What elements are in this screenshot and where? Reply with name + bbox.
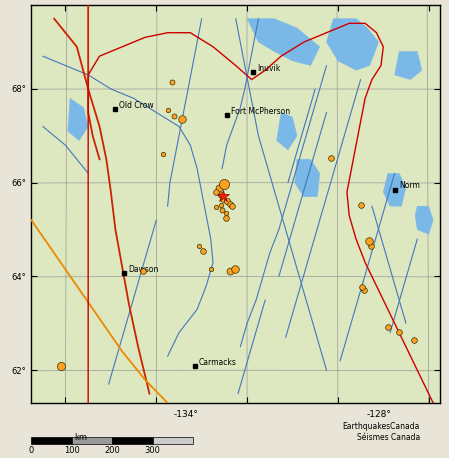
Polygon shape — [68, 98, 88, 141]
Text: Fort McPherson: Fort McPherson — [231, 107, 291, 116]
Polygon shape — [295, 159, 320, 197]
Polygon shape — [415, 206, 433, 234]
Text: 0: 0 — [29, 446, 34, 455]
Text: 300: 300 — [145, 446, 161, 455]
Bar — [31, 437, 72, 444]
Polygon shape — [395, 51, 422, 80]
Bar — [112, 437, 153, 444]
Polygon shape — [247, 19, 320, 65]
Text: -134°: -134° — [174, 410, 199, 419]
Text: Séismes Canada: Séismes Canada — [357, 433, 420, 442]
Text: 200: 200 — [104, 446, 120, 455]
Bar — [72, 437, 112, 444]
Polygon shape — [326, 19, 379, 70]
Text: Dawson: Dawson — [128, 265, 158, 274]
Text: Carmacks: Carmacks — [199, 358, 237, 367]
Polygon shape — [383, 173, 406, 206]
Text: Inuvik: Inuvik — [258, 64, 281, 73]
Bar — [153, 437, 193, 444]
Text: Old Crow: Old Crow — [119, 101, 154, 110]
Text: EarthquakesCanada: EarthquakesCanada — [343, 422, 420, 431]
Polygon shape — [277, 112, 297, 150]
Text: 100: 100 — [64, 446, 80, 455]
Text: km: km — [75, 433, 87, 442]
Text: -128°: -128° — [367, 410, 392, 419]
Text: Norm: Norm — [399, 181, 420, 191]
